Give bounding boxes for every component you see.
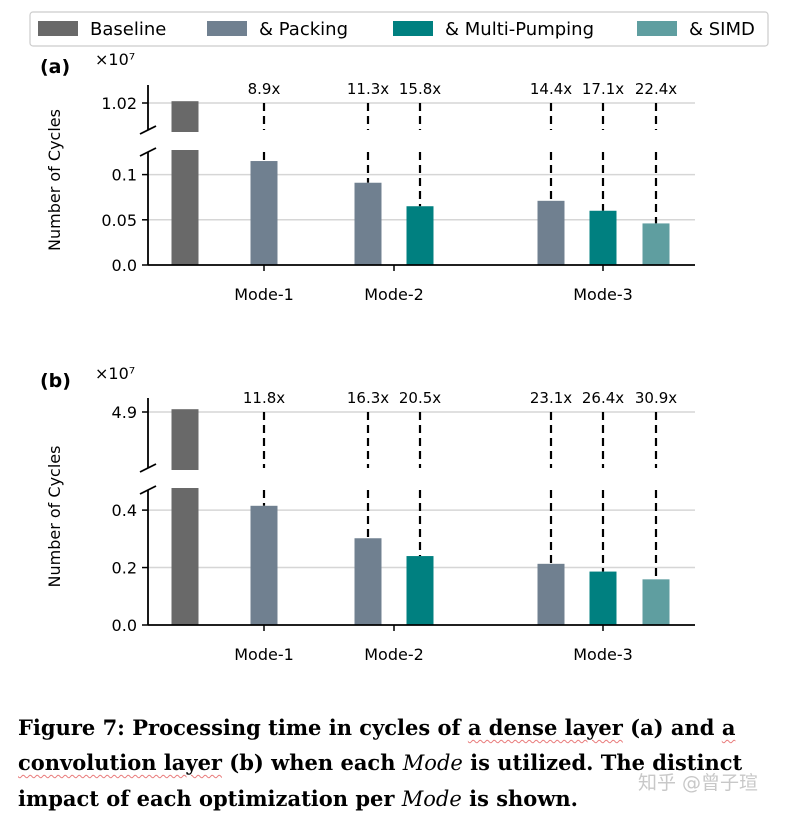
bar-multi-mode-2 — [406, 206, 434, 265]
figure: Baseline & Packing & Multi-Pumping & SIMD 8… — [29, 11, 769, 664]
y-tick-label-top-0: 4.9 — [112, 403, 137, 422]
speedup-label-1: 8.9x — [248, 80, 281, 98]
axis-multiplier: ×10⁷ — [95, 50, 135, 69]
y-tick-label-bottom-0: 0.0 — [112, 256, 137, 275]
speedup-label-5: 17.1x — [582, 80, 624, 98]
bar-simd-mode-3 — [642, 223, 670, 265]
bar-multi-mode-3 — [589, 210, 617, 265]
panel-label: (a) — [40, 56, 70, 78]
y-tick-label-bottom-2: 0.4 — [112, 501, 137, 520]
bar-baseline-top — [171, 409, 199, 470]
panel-b: 11.8x 16.3x 20.5x 23.1x 26.4x 30.9x 4.9 0.0 0.2 0… — [40, 364, 695, 664]
bar-packing-mode-3 — [537, 563, 565, 625]
speedup-label-2: 11.3x — [347, 80, 389, 98]
axis-break-upper — [139, 463, 157, 473]
y-tick-label-bottom-2: 0.1 — [112, 166, 137, 185]
speedup-label-5: 26.4x — [582, 389, 624, 407]
speedup-label-3: 15.8x — [399, 80, 441, 98]
bar-packing-mode-2 — [354, 538, 382, 625]
legend-swatch-packing — [207, 21, 247, 36]
legend-label-packing: & Packing — [259, 19, 348, 40]
y-tick-label-bottom-1: 0.2 — [112, 559, 137, 578]
speedup-label-1: 11.8x — [243, 389, 285, 407]
speedup-label-6: 22.4x — [635, 80, 677, 98]
y-tick-label-bottom-1: 0.05 — [101, 211, 137, 230]
speedup-label-4: 14.4x — [530, 80, 572, 98]
x-group-label-mode-1: Mode-1 — [234, 285, 294, 304]
bar-packing-mode-1 — [250, 505, 278, 625]
x-group-label-mode-3: Mode-3 — [573, 645, 633, 664]
caption-part-3: (b) when each — [222, 750, 403, 775]
legend: Baseline & Packing & Multi-Pumping & SIMD — [29, 11, 769, 47]
bar-multi-mode-2 — [406, 556, 434, 625]
caption-convolution-layer: a convolution layer — [18, 715, 736, 775]
watermark: 知乎 @曾子瑄 — [638, 772, 759, 794]
caption-dense-layer: a dense layer — [467, 715, 623, 740]
caption-part-1: Processing time in cycles of — [124, 715, 468, 740]
caption-part-2: (a) and — [622, 715, 722, 740]
y-tick-label-top-0: 1.02 — [101, 94, 137, 113]
caption-lead: Figure 7: — [18, 715, 125, 740]
speedup-label-6: 30.9x — [635, 389, 677, 407]
legend-swatch-baseline — [38, 21, 78, 36]
x-group-label-mode-3: Mode-3 — [573, 285, 633, 304]
bar-multi-mode-3 — [589, 571, 617, 625]
legend-swatch-simd — [637, 21, 677, 36]
axis-break-upper — [139, 125, 157, 135]
bar-baseline-bottom — [171, 488, 199, 625]
speedup-label-4: 23.1x — [530, 389, 572, 407]
bar-packing-mode-2 — [354, 182, 382, 265]
x-group-label-mode-1: Mode-1 — [234, 645, 294, 664]
bar-simd-mode-3 — [642, 579, 670, 625]
bar-packing-mode-1 — [250, 161, 278, 265]
axis-break-lower — [139, 147, 157, 157]
y-axis-label: Number of Cycles — [45, 446, 64, 588]
y-tick-label-bottom-0: 0.0 — [112, 616, 137, 635]
bar-baseline-top — [171, 101, 199, 132]
bar-packing-mode-3 — [537, 200, 565, 265]
bar-baseline-bottom — [171, 150, 199, 265]
legend-label-baseline: Baseline — [90, 19, 166, 40]
legend-label-multi: & Multi-Pumping — [445, 19, 594, 40]
y-axis-label: Number of Cycles — [45, 109, 64, 251]
caption-part-5: is shown. — [461, 786, 578, 811]
axis-break-lower — [139, 485, 157, 495]
legend-label-simd: & SIMD — [689, 19, 755, 40]
caption-part-4: is utilized. The distinct impact of each… — [18, 750, 743, 811]
caption-mode-1: Mode — [402, 751, 463, 775]
x-group-label-mode-2: Mode-2 — [364, 285, 424, 304]
panel-label: (b) — [40, 370, 71, 392]
figure-caption: Figure 7: Processing time in cycles of a… — [18, 710, 793, 817]
legend-swatch-multi — [393, 21, 433, 36]
x-group-label-mode-2: Mode-2 — [364, 645, 424, 664]
axis-multiplier: ×10⁷ — [95, 364, 135, 383]
caption-mode-2: Mode — [401, 787, 462, 811]
speedup-label-2: 16.3x — [347, 389, 389, 407]
speedup-label-3: 20.5x — [399, 389, 441, 407]
panel-a: 8.9x 11.3x 15.8x 14.4x 17.1x 22.4x 1.02 0.0 0.05… — [40, 50, 695, 304]
